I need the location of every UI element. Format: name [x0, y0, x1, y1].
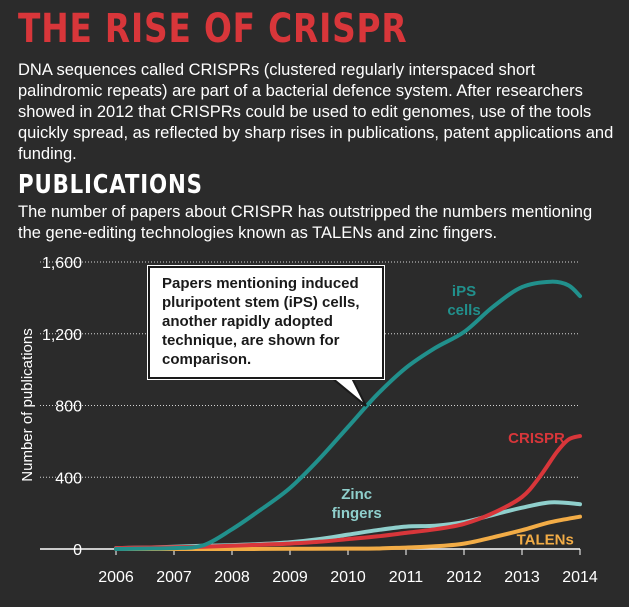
intro-text: DNA sequences called CRISPRs (clustered …	[18, 61, 614, 163]
callout-pointer	[329, 377, 367, 407]
series-label-zinc-fingers: Zinc fingers	[332, 486, 382, 522]
series-line-ips-cells	[114, 279, 582, 551]
ips-comparison-callout: Papers mentioning induced pluripotent st…	[148, 266, 384, 379]
x-tick-label: 2010	[330, 569, 366, 586]
series-layer	[114, 279, 582, 551]
x-tick-label: 2006	[98, 569, 134, 586]
x-tick-label: 2007	[156, 569, 192, 586]
series-label-talens: TALENs	[517, 532, 574, 549]
y-tick-label: 1,200	[42, 327, 82, 344]
section-title: PUBLICATIONS	[18, 170, 203, 200]
y-tick-label: 1,600	[42, 255, 82, 272]
series-label-ips-cells: iPS cells	[447, 283, 480, 319]
x-tick-label: 2013	[504, 569, 540, 586]
x-tick-label: 2012	[446, 569, 482, 586]
section-subtitle: The number of papers about CRISPR has ou…	[18, 203, 593, 242]
y-tick-label: 400	[55, 470, 82, 487]
x-tick-label: 2009	[272, 569, 308, 586]
x-tick-label: 2014	[562, 569, 598, 586]
y-tick-label: 800	[55, 399, 82, 416]
x-tick-label: 2008	[214, 569, 250, 586]
y-tick-label: 0	[73, 542, 82, 559]
x-tick-label: 2011	[389, 569, 424, 586]
series-line-talens	[114, 514, 582, 551]
series-label-crispr: CRISPR	[508, 430, 565, 447]
label-layer: iPS cells CRISPR Zinc fingers TALENs	[332, 283, 574, 548]
page-title: THE RISE OF CRISPR	[18, 6, 408, 52]
y-axis-label: Number of publications	[19, 328, 36, 481]
